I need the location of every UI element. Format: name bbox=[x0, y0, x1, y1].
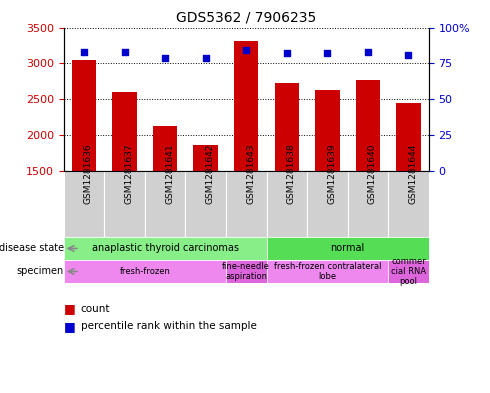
Text: fresh-frozen: fresh-frozen bbox=[120, 267, 170, 276]
Bar bbox=[267, 237, 429, 260]
Text: GSM1281640: GSM1281640 bbox=[368, 143, 377, 204]
Bar bbox=[347, 171, 388, 237]
Text: count: count bbox=[81, 303, 110, 314]
Bar bbox=[388, 171, 429, 237]
Point bbox=[80, 49, 88, 55]
Text: anaplastic thyroid carcinomas: anaplastic thyroid carcinomas bbox=[92, 244, 239, 253]
Bar bbox=[267, 260, 388, 283]
Point bbox=[121, 49, 128, 55]
Point bbox=[161, 54, 169, 61]
Text: ■: ■ bbox=[64, 302, 75, 315]
Point bbox=[364, 49, 372, 55]
Text: GSM1281639: GSM1281639 bbox=[327, 143, 336, 204]
Bar bbox=[145, 171, 185, 237]
Bar bbox=[64, 237, 267, 260]
Text: fresh-frozen contralateral
lobe: fresh-frozen contralateral lobe bbox=[273, 262, 381, 281]
Point bbox=[323, 50, 331, 57]
Title: GDS5362 / 7906235: GDS5362 / 7906235 bbox=[176, 11, 317, 25]
Text: GSM1281641: GSM1281641 bbox=[165, 143, 174, 204]
Text: commer
cial RNA
pool: commer cial RNA pool bbox=[391, 257, 426, 286]
Bar bbox=[194, 145, 218, 278]
Bar bbox=[396, 103, 420, 278]
Bar bbox=[356, 80, 380, 278]
Bar bbox=[185, 171, 226, 237]
Text: disease state: disease state bbox=[0, 244, 64, 253]
Text: GSM1281638: GSM1281638 bbox=[287, 143, 296, 204]
Bar bbox=[307, 171, 347, 237]
Text: GSM1281642: GSM1281642 bbox=[206, 144, 215, 204]
Bar bbox=[64, 171, 104, 237]
Bar bbox=[315, 90, 340, 278]
Text: GSM1281643: GSM1281643 bbox=[246, 143, 255, 204]
Bar bbox=[274, 83, 299, 278]
Bar bbox=[226, 260, 267, 283]
Bar bbox=[234, 41, 258, 278]
Bar bbox=[104, 171, 145, 237]
Text: GSM1281644: GSM1281644 bbox=[409, 144, 417, 204]
Point bbox=[405, 51, 413, 58]
Point bbox=[242, 47, 250, 53]
Bar bbox=[226, 171, 267, 237]
Text: specimen: specimen bbox=[17, 266, 64, 276]
Text: normal: normal bbox=[330, 244, 365, 253]
Text: GSM1281637: GSM1281637 bbox=[124, 143, 134, 204]
Bar bbox=[72, 61, 96, 278]
Point bbox=[202, 54, 210, 61]
Text: GSM1281636: GSM1281636 bbox=[84, 143, 93, 204]
Bar bbox=[267, 171, 307, 237]
Bar bbox=[153, 126, 177, 278]
Bar bbox=[112, 92, 137, 278]
Text: percentile rank within the sample: percentile rank within the sample bbox=[81, 321, 257, 331]
Text: ■: ■ bbox=[64, 320, 75, 333]
Point bbox=[283, 50, 291, 57]
Text: fine-needle
aspiration: fine-needle aspiration bbox=[222, 262, 270, 281]
Bar bbox=[388, 260, 429, 283]
Bar bbox=[64, 260, 226, 283]
